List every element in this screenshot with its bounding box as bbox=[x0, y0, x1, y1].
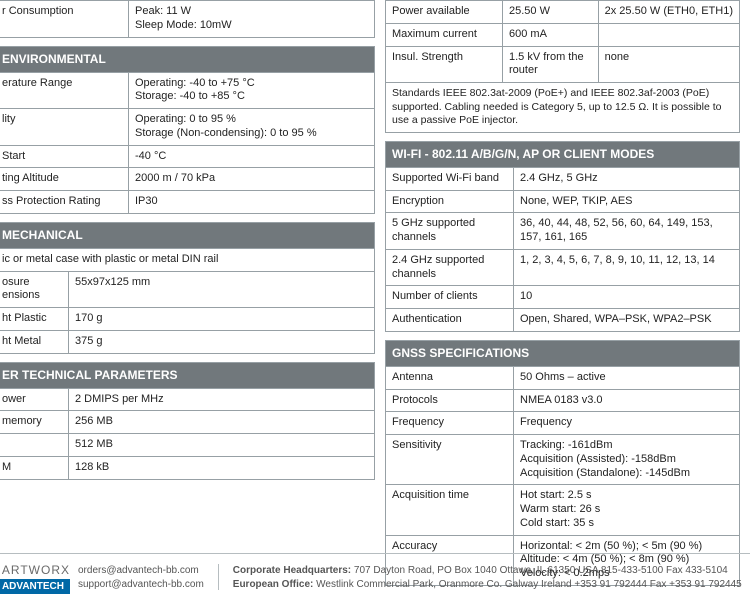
row-value: 512 MB bbox=[69, 434, 375, 457]
row-value: 375 g bbox=[69, 330, 375, 353]
row-value: Hot start: 2.5 s Warm start: 26 s Cold s… bbox=[514, 485, 740, 535]
eu-value: Westlink Commercial Park, Oranmore Co. G… bbox=[313, 579, 741, 590]
row-label: Frequency bbox=[386, 412, 514, 435]
row-value: 128 kB bbox=[69, 456, 375, 479]
other-tech-table: ER TECHNICAL PARAMETERS ower2 DMIPS per … bbox=[0, 362, 375, 480]
left-column: r Consumption Peak: 11 W Sleep Mode: 10m… bbox=[0, 0, 375, 594]
row-label: Maximum current bbox=[386, 23, 503, 46]
mechanical-table: MECHANICAL ic or metal case with plastic… bbox=[0, 222, 375, 354]
row-value: 2x 25.50 W (ETH0, ETH1) bbox=[598, 1, 739, 24]
row-label: Acquisition time bbox=[386, 485, 514, 535]
section-head-other: ER TECHNICAL PARAMETERS bbox=[0, 362, 375, 388]
row-label: M bbox=[0, 456, 69, 479]
row-value: 600 mA bbox=[503, 23, 599, 46]
brand-logo: SMARTWORX by ADVANTECH bbox=[0, 564, 70, 594]
poe-table: Power available 25.50 W 2x 25.50 W (ETH0… bbox=[385, 0, 740, 133]
eu-line: European Office: Westlink Commercial Par… bbox=[233, 578, 742, 592]
row-value: Peak: 11 W Sleep Mode: 10mW bbox=[129, 1, 375, 38]
row-label: Protocols bbox=[386, 389, 514, 412]
hq-line: Corporate Headquarters: 707 Dayton Road,… bbox=[233, 564, 742, 578]
gnss-table: GNSS SPECIFICATIONS Antenna50 Ohms – act… bbox=[385, 340, 740, 586]
row-value: -40 °C bbox=[129, 145, 375, 168]
row-label: ower bbox=[0, 388, 69, 411]
row-value: 25.50 W bbox=[503, 1, 599, 24]
brand-logo-by: by ADVANTECH bbox=[0, 577, 70, 594]
row-value: 55x97x125 mm bbox=[69, 271, 375, 308]
row-value: 2 DMIPS per MHz bbox=[69, 388, 375, 411]
footer-addresses: Corporate Headquarters: 707 Dayton Road,… bbox=[233, 564, 742, 592]
row-label: Authentication bbox=[386, 309, 514, 332]
row-value: 2000 m / 70 kPa bbox=[129, 168, 375, 191]
section-head-environmental: ENVIRONMENTAL bbox=[0, 46, 375, 72]
section-head-wifi: WI-FI - 802.11 A/B/G/N, AP OR CLIENT MOD… bbox=[386, 141, 740, 167]
row-label: Sensitivity bbox=[386, 435, 514, 485]
row-label: Encryption bbox=[386, 190, 514, 213]
row-value: 36, 40, 44, 48, 52, 56, 60, 64, 149, 153… bbox=[514, 213, 740, 250]
row-label: Start bbox=[0, 145, 129, 168]
row-value: Operating: 0 to 95 % Storage (Non-conden… bbox=[129, 109, 375, 146]
row-label: ht Metal bbox=[0, 330, 69, 353]
row-label: ht Plastic bbox=[0, 308, 69, 331]
row-label bbox=[0, 434, 69, 457]
row-value: Operating: -40 to +75 °C Storage: -40 to… bbox=[129, 72, 375, 109]
environmental-table: ENVIRONMENTAL erature RangeOperating: -4… bbox=[0, 46, 375, 214]
row-label: Insul. Strength bbox=[386, 46, 503, 83]
row-value: Frequency bbox=[514, 412, 740, 435]
row-label: Supported Wi-Fi band bbox=[386, 167, 514, 190]
row-label: lity bbox=[0, 109, 129, 146]
section-head-mechanical: MECHANICAL bbox=[0, 222, 375, 248]
row-value: 1, 2, 3, 4, 5, 6, 7, 8, 9, 10, 11, 12, 1… bbox=[514, 249, 740, 286]
brand-logo-bottom: ADVANTECH bbox=[0, 579, 70, 594]
email-support: support@advantech-bb.com bbox=[78, 578, 204, 592]
row-value: 50 Ohms – active bbox=[514, 366, 740, 389]
row-value: 2.4 GHz, 5 GHz bbox=[514, 167, 740, 190]
row-label: Antenna bbox=[386, 366, 514, 389]
row-label: r Consumption bbox=[0, 1, 129, 38]
row-label: ting Altitude bbox=[0, 168, 129, 191]
row-label: memory bbox=[0, 411, 69, 434]
right-column: Power available 25.50 W 2x 25.50 W (ETH0… bbox=[385, 0, 740, 594]
row-label: ss Protection Rating bbox=[0, 191, 129, 214]
row-value bbox=[598, 23, 739, 46]
footer-divider bbox=[218, 564, 219, 590]
poe-standards-note: Standards IEEE 802.3at-2009 (PoE+) and I… bbox=[386, 83, 740, 133]
section-head-gnss: GNSS SPECIFICATIONS bbox=[386, 340, 740, 366]
wifi-table: WI-FI - 802.11 A/B/G/N, AP OR CLIENT MOD… bbox=[385, 141, 740, 332]
row-value: Open, Shared, WPA–PSK, WPA2–PSK bbox=[514, 309, 740, 332]
row-value: Tracking: -161dBm Acquisition (Assisted)… bbox=[514, 435, 740, 485]
row-label: Power available bbox=[386, 1, 503, 24]
row-value: IP30 bbox=[129, 191, 375, 214]
row-value: 256 MB bbox=[69, 411, 375, 434]
mechanical-note: ic or metal case with plastic or metal D… bbox=[0, 248, 375, 271]
row-value: NMEA 0183 v3.0 bbox=[514, 389, 740, 412]
row-label: Number of clients bbox=[386, 286, 514, 309]
email-orders: orders@advantech-bb.com bbox=[78, 564, 204, 578]
eu-label: European Office: bbox=[233, 579, 314, 590]
row-label: 5 GHz supported channels bbox=[386, 213, 514, 250]
hq-label: Corporate Headquarters: bbox=[233, 565, 351, 576]
row-value: 1.5 kV from the router bbox=[503, 46, 599, 83]
datasheet-page: r Consumption Peak: 11 W Sleep Mode: 10m… bbox=[0, 0, 750, 608]
power-table: r Consumption Peak: 11 W Sleep Mode: 10m… bbox=[0, 0, 375, 38]
footer: SMARTWORX by ADVANTECH orders@advantech-… bbox=[0, 553, 750, 594]
row-label: 2.4 GHz supported channels bbox=[386, 249, 514, 286]
columns: r Consumption Peak: 11 W Sleep Mode: 10m… bbox=[0, 0, 750, 594]
footer-emails: orders@advantech-bb.com support@advantec… bbox=[78, 564, 204, 592]
row-value: none bbox=[598, 46, 739, 83]
brand-logo-top: SMARTWORX bbox=[0, 564, 70, 577]
row-label: erature Range bbox=[0, 72, 129, 109]
row-label: osure ensions bbox=[0, 271, 69, 308]
row-value: None, WEP, TKIP, AES bbox=[514, 190, 740, 213]
row-value: 170 g bbox=[69, 308, 375, 331]
hq-value: 707 Dayton Road, PO Box 1040 Ottawa, IL … bbox=[354, 565, 728, 576]
row-value: 10 bbox=[514, 286, 740, 309]
